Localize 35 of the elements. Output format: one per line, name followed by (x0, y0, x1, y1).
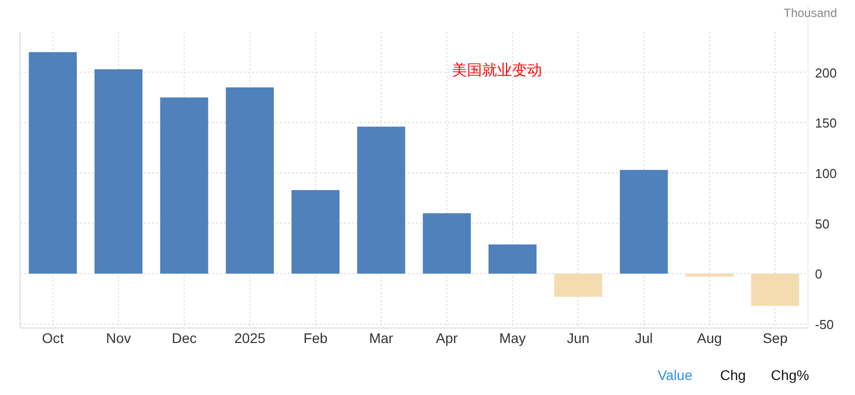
bar (488, 244, 536, 274)
x-tick-label: Apr (436, 330, 458, 346)
text: Chg% (770, 367, 810, 383)
bar (422, 213, 471, 274)
y-axis-title: Thousand (784, 6, 837, 20)
x-tick-label: Oct (42, 330, 64, 346)
y-tick-label: 50 (815, 216, 830, 232)
bar (357, 126, 406, 274)
text: Value (658, 367, 693, 383)
bar (160, 97, 208, 274)
text: 美国就业变动 (452, 62, 542, 79)
x-tick-label: May (499, 330, 526, 346)
x-tick-label: Mar (369, 330, 394, 346)
bar (620, 170, 668, 274)
x-tick-label: Jul (634, 330, 653, 346)
x-tick-label: Sep (762, 330, 788, 346)
bar (751, 274, 800, 306)
x-tick-label: 2025 (234, 330, 266, 346)
x-tick-label: Feb (303, 330, 328, 346)
y-tick-label: 100 (815, 166, 837, 181)
bar (292, 190, 340, 274)
y-tick-label: 150 (815, 116, 837, 131)
x-tick-label: Dec (172, 330, 197, 346)
x-tick-label: Nov (106, 330, 131, 346)
bar (554, 274, 602, 297)
bar (686, 274, 734, 277)
x-tick-label: Jun (566, 330, 590, 346)
y-tick-label: 0 (815, 266, 822, 282)
bar (94, 69, 142, 274)
x-tick-label: Aug (697, 330, 722, 346)
text: Chg (720, 367, 746, 383)
y-tick-label: -50 (815, 316, 834, 332)
bar (28, 52, 77, 274)
y-tick-label: 200 (815, 65, 837, 80)
bar (226, 87, 274, 274)
